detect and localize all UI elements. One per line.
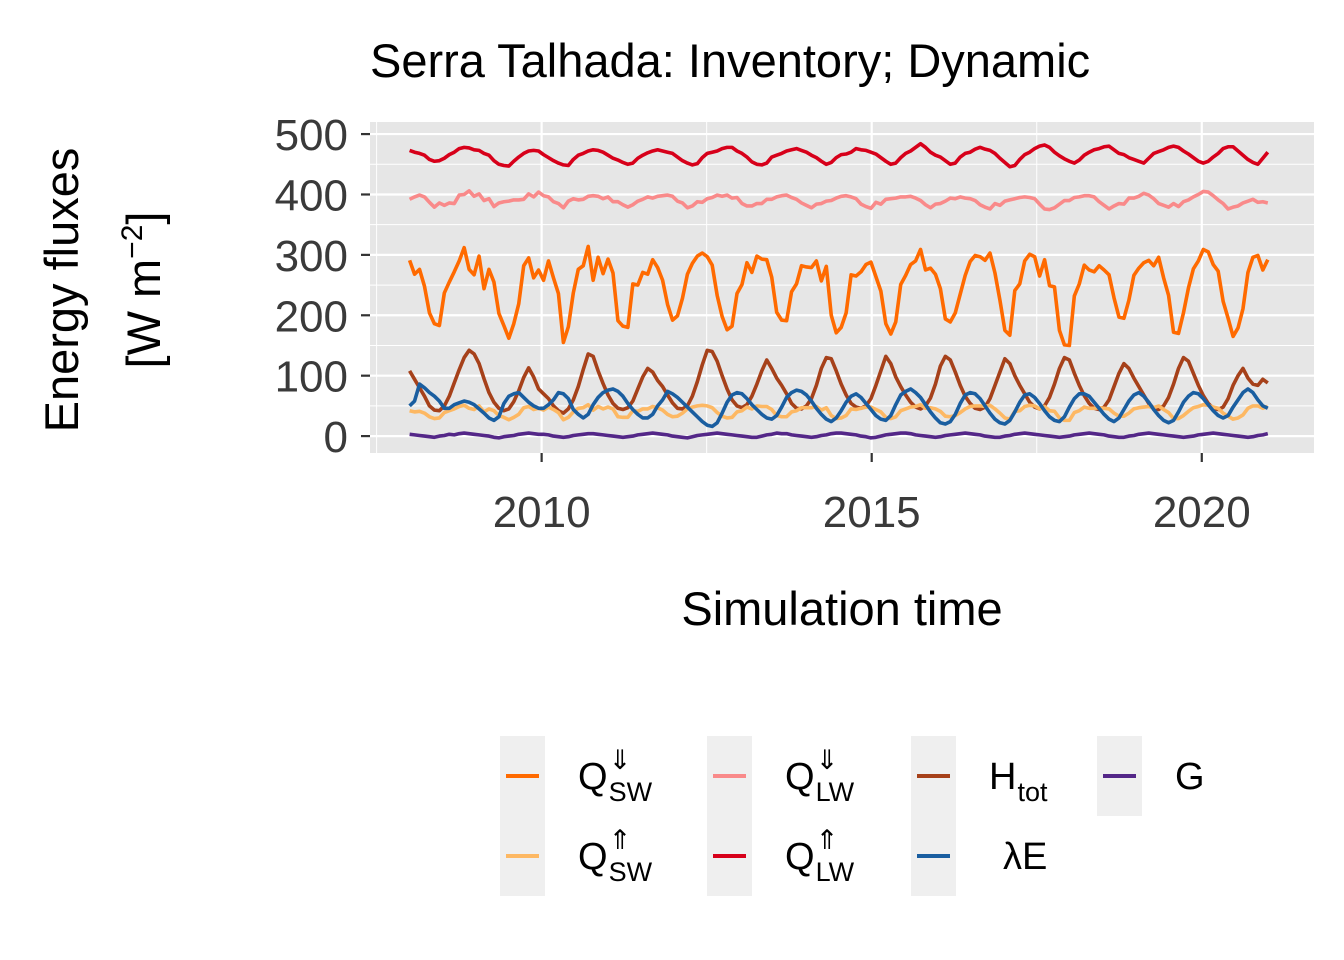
x-tick-label: 2020 — [1153, 488, 1251, 537]
legend-label-sup: ⇑ — [609, 825, 632, 856]
legend-item-QswUp: Q ⇑SW — [500, 816, 653, 896]
y-tick-label: 200 — [275, 292, 348, 341]
series-line-QlwDown — [408, 189, 1269, 212]
legend-item-QlwUp: Q ⇑LW — [707, 816, 855, 896]
legend-label-sub: SW — [609, 857, 653, 887]
x-tick-label: 2015 — [823, 488, 921, 537]
legend-label: Q — [785, 836, 815, 878]
legend-label-sup: ⇓ — [816, 745, 839, 776]
x-tick-label: 2010 — [493, 488, 591, 537]
plot-panel — [370, 122, 1314, 453]
legend-label-sup: ⇓ — [609, 745, 632, 776]
series-line-G — [409, 431, 1269, 440]
y-tick-label: 400 — [275, 171, 348, 220]
y-tick-label: 300 — [275, 232, 348, 281]
y-axis-unit-close: ] — [117, 212, 170, 225]
legend-item-G: G — [1097, 736, 1205, 816]
legend-item-lambdaE: λE — [911, 816, 1047, 896]
y-axis: 0 100 200 300 400 500 — [275, 111, 370, 462]
y-axis-unit-base: [W m — [117, 259, 170, 369]
legend-label: Q — [785, 756, 815, 798]
legend-label: G — [1175, 756, 1205, 798]
legend-item-QlwDown: Q ⇓LW — [707, 736, 855, 816]
series-line-QswUp — [409, 402, 1269, 423]
y-axis-unit-exp: −2 — [116, 225, 149, 259]
y-axis-label: Energy fluxes [W m−2] — [35, 148, 170, 433]
series-line-lambdaE — [408, 382, 1269, 429]
legend-label: H — [989, 756, 1016, 798]
legend-label-sub: SW — [609, 777, 653, 807]
y-axis-label-line1: Energy fluxes — [35, 148, 88, 433]
legend-label: λE — [1003, 836, 1047, 878]
y-tick-label: 500 — [275, 111, 348, 160]
y-tick-label: 100 — [275, 353, 348, 402]
legend-label-sub: LW — [816, 857, 855, 887]
x-axis: 2010 2015 2020 — [493, 453, 1251, 537]
series-line-Htot — [408, 348, 1269, 415]
series-lines — [407, 141, 1270, 440]
legend-label-sup: ⇑ — [816, 825, 839, 856]
y-axis-label-line2: [W m−2] — [116, 212, 170, 369]
chart-title: Serra Talhada: Inventory; Dynamic — [370, 34, 1090, 87]
legend-label-sub: tot — [1017, 777, 1048, 807]
y-tick-label: 0 — [324, 413, 348, 462]
x-axis-label: Simulation time — [681, 582, 1002, 635]
series-line-QlwUp — [408, 141, 1270, 169]
series-line-QswDown — [407, 244, 1270, 348]
legend-label: Q — [578, 756, 608, 798]
legend-label-sub: LW — [816, 777, 855, 807]
legend-label: Q — [578, 836, 608, 878]
legend-item-QswDown: Q ⇓SW — [500, 736, 653, 816]
